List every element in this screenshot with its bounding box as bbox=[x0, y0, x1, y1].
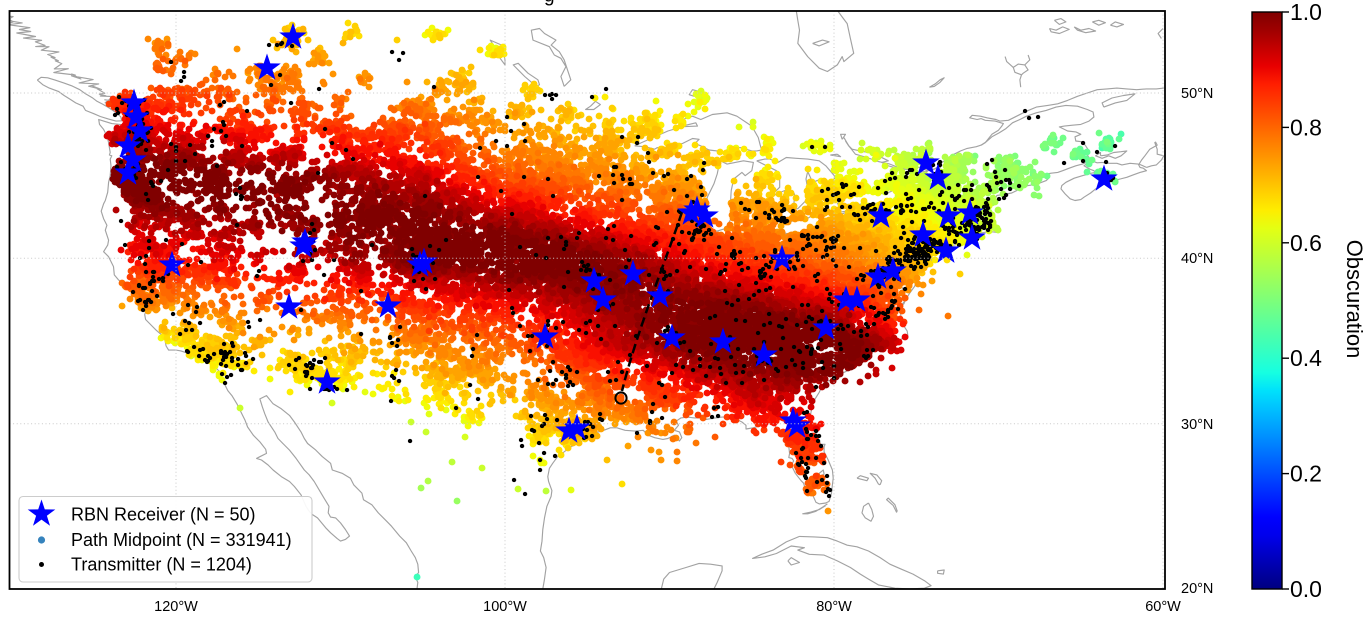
svg-text:0.6: 0.6 bbox=[1290, 230, 1322, 256]
svg-text:50°N: 50°N bbox=[1181, 86, 1213, 102]
svg-text:60°W: 60°W bbox=[1145, 599, 1181, 615]
svg-text:0.4: 0.4 bbox=[1290, 345, 1322, 371]
svg-text:1.0: 1.0 bbox=[1290, 0, 1322, 25]
svg-text:0.8: 0.8 bbox=[1290, 114, 1322, 140]
svg-text:0.0: 0.0 bbox=[1290, 576, 1322, 602]
svg-text:g: g bbox=[544, 0, 555, 7]
svg-text:20°N: 20°N bbox=[1181, 581, 1213, 597]
svg-text:RBN Receiver (N = 50): RBN Receiver (N = 50) bbox=[71, 505, 256, 525]
svg-text:100°W: 100°W bbox=[483, 599, 527, 615]
svg-text:120°W: 120°W bbox=[154, 599, 198, 615]
svg-text:0.2: 0.2 bbox=[1290, 461, 1322, 487]
svg-text:Obscuration: Obscuration bbox=[1342, 240, 1367, 359]
svg-text:30°N: 30°N bbox=[1181, 417, 1213, 433]
svg-text:Path Midpoint (N = 331941): Path Midpoint (N = 331941) bbox=[71, 530, 292, 550]
svg-text:40°N: 40°N bbox=[1181, 251, 1213, 267]
svg-text:Transmitter (N = 1204): Transmitter (N = 1204) bbox=[71, 555, 252, 575]
svg-text:80°W: 80°W bbox=[816, 599, 852, 615]
